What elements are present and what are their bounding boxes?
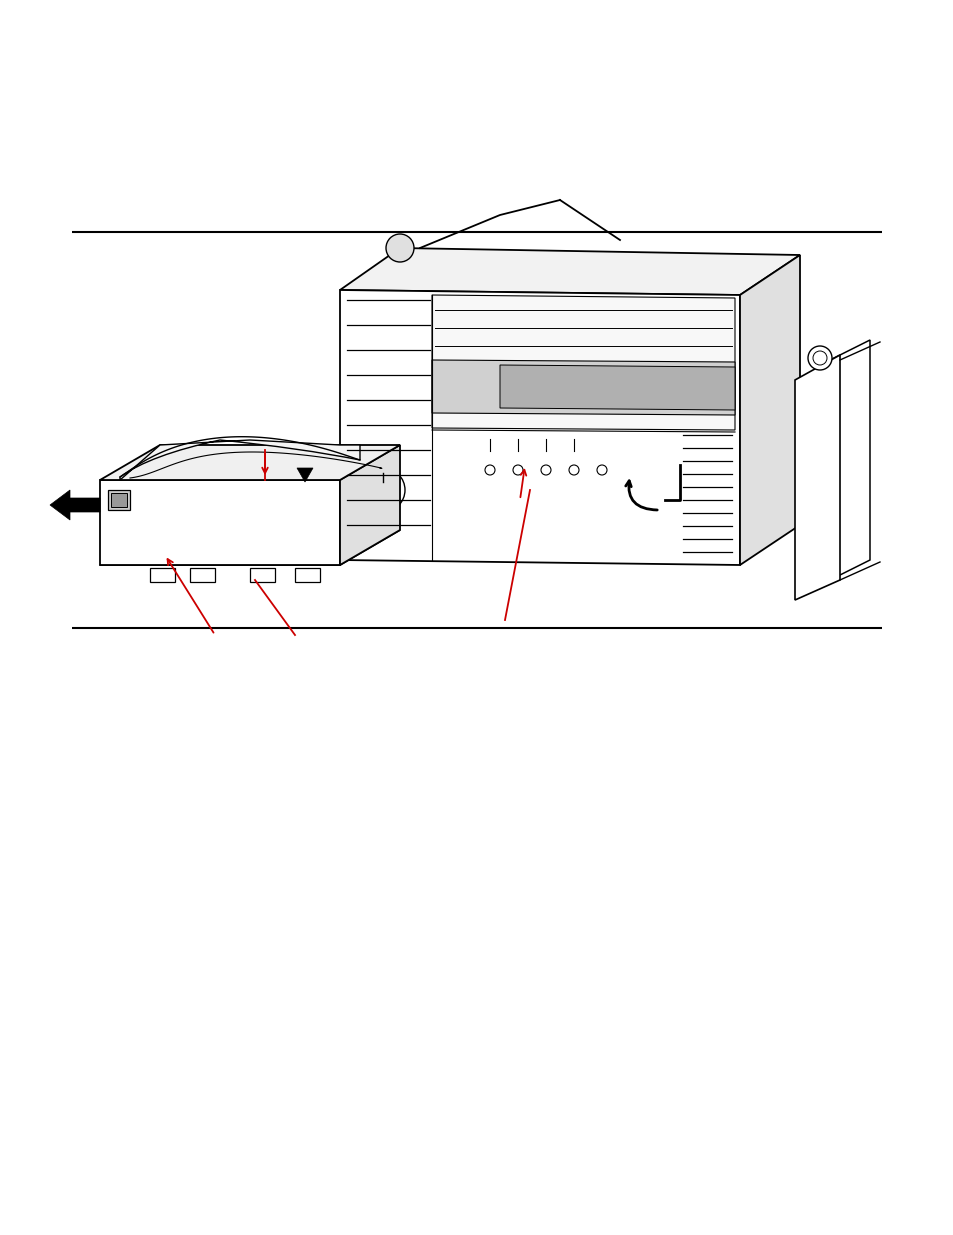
PathPatch shape: [120, 440, 359, 480]
Polygon shape: [250, 568, 274, 582]
Polygon shape: [829, 340, 869, 580]
Polygon shape: [432, 359, 734, 415]
Polygon shape: [108, 490, 130, 510]
Polygon shape: [740, 254, 800, 564]
Polygon shape: [794, 354, 840, 600]
Circle shape: [807, 346, 831, 370]
Polygon shape: [100, 530, 399, 564]
Polygon shape: [339, 445, 399, 564]
Polygon shape: [296, 468, 313, 482]
Polygon shape: [339, 290, 740, 564]
Polygon shape: [100, 480, 339, 564]
Polygon shape: [111, 493, 127, 508]
Polygon shape: [499, 366, 734, 410]
Polygon shape: [432, 295, 734, 430]
Circle shape: [386, 233, 414, 262]
Polygon shape: [150, 568, 174, 582]
Polygon shape: [294, 568, 319, 582]
Polygon shape: [50, 490, 100, 520]
Polygon shape: [100, 445, 399, 480]
Polygon shape: [339, 248, 800, 295]
Polygon shape: [190, 568, 214, 582]
